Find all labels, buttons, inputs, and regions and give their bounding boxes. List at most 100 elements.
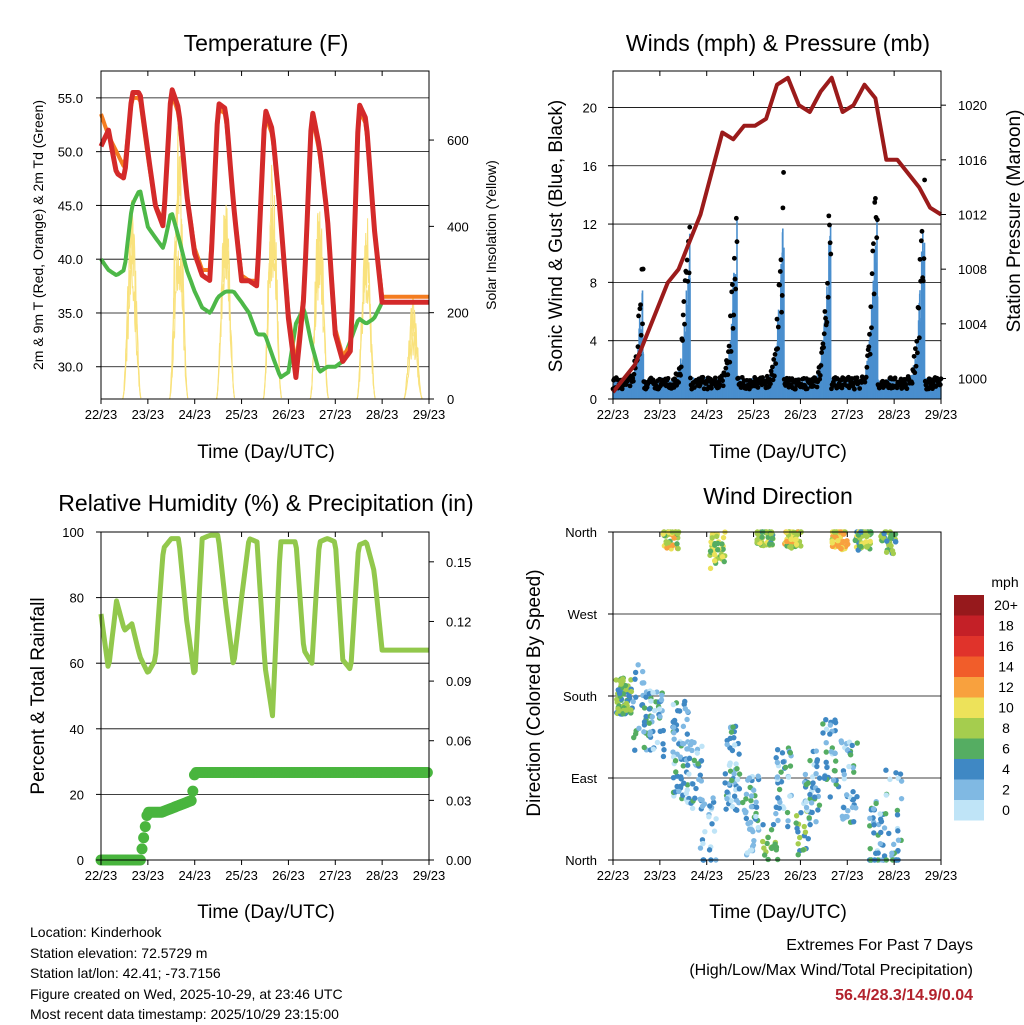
direction-point	[813, 819, 819, 825]
direction-point	[707, 548, 714, 554]
direction-point	[743, 796, 749, 802]
x-tick-label: 23/23	[132, 868, 165, 883]
direction-point	[658, 697, 665, 703]
direction-point	[768, 531, 774, 537]
direction-point	[670, 542, 676, 548]
direction-point	[746, 775, 753, 781]
recent-timestamp: Most recent data timestamp: 2025/10/29 2…	[30, 1006, 339, 1022]
direction-point	[775, 817, 781, 824]
direction-point	[751, 787, 757, 793]
direction-point	[803, 799, 809, 805]
direction-point	[632, 669, 639, 676]
direction-ylabel: Direction (Colored By Speed)	[524, 569, 545, 816]
direction-point	[722, 780, 728, 786]
direction-point	[864, 543, 870, 550]
direction-point	[734, 807, 740, 813]
direction-point	[727, 760, 733, 766]
direction-point	[702, 828, 708, 835]
y-tick-label: 20	[70, 787, 84, 802]
direction-point	[867, 815, 873, 822]
gust-point	[731, 255, 737, 261]
direction-point	[676, 708, 683, 714]
gust-point	[912, 370, 918, 376]
gust-point	[919, 228, 925, 234]
humidity-ylabel-left: Percent & Total Rainfall	[28, 597, 49, 794]
gust-point	[733, 286, 739, 292]
direction-point	[633, 694, 639, 700]
direction-point	[841, 804, 847, 811]
direction-point	[697, 845, 704, 851]
direction-point	[750, 842, 757, 848]
direction-point	[670, 749, 676, 755]
gust-point	[770, 364, 775, 370]
x-tick-label: 25/23	[225, 407, 258, 422]
humidity-plot-frame	[100, 531, 430, 861]
legend-swatch	[954, 800, 984, 821]
y2-tick-label: 200	[447, 306, 469, 321]
gust-point	[916, 305, 922, 311]
gust-point	[768, 381, 773, 387]
direction-point	[784, 809, 791, 816]
direction-point	[867, 845, 873, 852]
x-tick-label: 22/23	[597, 868, 630, 883]
gust-point	[871, 291, 877, 297]
gust-point	[686, 270, 692, 276]
direction-point	[686, 771, 692, 777]
gust-point	[916, 335, 922, 341]
direction-point	[840, 816, 846, 822]
direction-point	[706, 847, 713, 853]
direction-point	[827, 722, 834, 728]
solar-right-axis: 600 400 200 0	[429, 133, 469, 407]
legend-label: 12	[998, 679, 1014, 695]
gust-point	[920, 278, 926, 284]
direction-point	[743, 815, 750, 822]
direction-point	[727, 768, 734, 774]
y-tick-label: 50.0	[58, 145, 83, 160]
direction-point	[824, 764, 830, 771]
direction-point	[729, 777, 735, 784]
gust-point	[933, 384, 939, 389]
direction-point	[828, 748, 834, 755]
gust-point	[729, 289, 735, 295]
direction-point	[675, 545, 681, 552]
gust-point	[775, 324, 781, 330]
direction-point	[665, 539, 672, 546]
direction-time-axis: 22/23 23/23 24/23 25/23 26/23 27/23 28/23 29/23	[597, 532, 957, 883]
direction-point	[681, 780, 687, 786]
y2-tick-label: 1004	[958, 317, 987, 332]
solar-insolation-line	[122, 255, 142, 400]
gust-point	[688, 375, 693, 381]
y2-tick-label: 0	[447, 392, 454, 407]
direction-point	[841, 775, 847, 782]
gust-point	[725, 372, 731, 378]
direction-point	[835, 538, 841, 544]
temperature-xlabel: Time (Day/UTC)	[197, 442, 335, 463]
gust-point	[700, 374, 706, 380]
x-tick-label: 25/23	[737, 868, 770, 883]
direction-point	[635, 662, 641, 668]
direction-point	[888, 543, 894, 549]
legend-label: 14	[998, 659, 1014, 675]
direction-point	[623, 707, 629, 713]
y2-tick-label: 1000	[958, 372, 987, 387]
direction-point	[810, 780, 816, 786]
direction-point	[889, 850, 895, 856]
direction-point	[895, 828, 901, 834]
direction-point	[632, 676, 638, 682]
humidity-title: Relative Humidity (%) & Precipitation (i…	[58, 490, 473, 516]
direction-point	[890, 532, 896, 538]
gust-point	[636, 313, 641, 319]
direction-point	[641, 680, 647, 686]
direction-point	[821, 775, 828, 782]
y-tick-label: 20	[583, 100, 597, 115]
humidity-time-axis: 22/23 23/23 24/23 25/23 26/23 27/23 28/23 29/23	[85, 532, 445, 883]
direction-point	[733, 761, 739, 767]
pressure-ylabel-right: Station Pressure (Maroon)	[1004, 110, 1024, 333]
gust-point	[818, 363, 824, 368]
gust-point	[874, 235, 880, 241]
direction-point	[897, 771, 904, 777]
direction-point	[707, 565, 714, 572]
direction-point	[711, 558, 718, 564]
direction-point	[706, 814, 712, 820]
direction-point	[748, 793, 755, 799]
